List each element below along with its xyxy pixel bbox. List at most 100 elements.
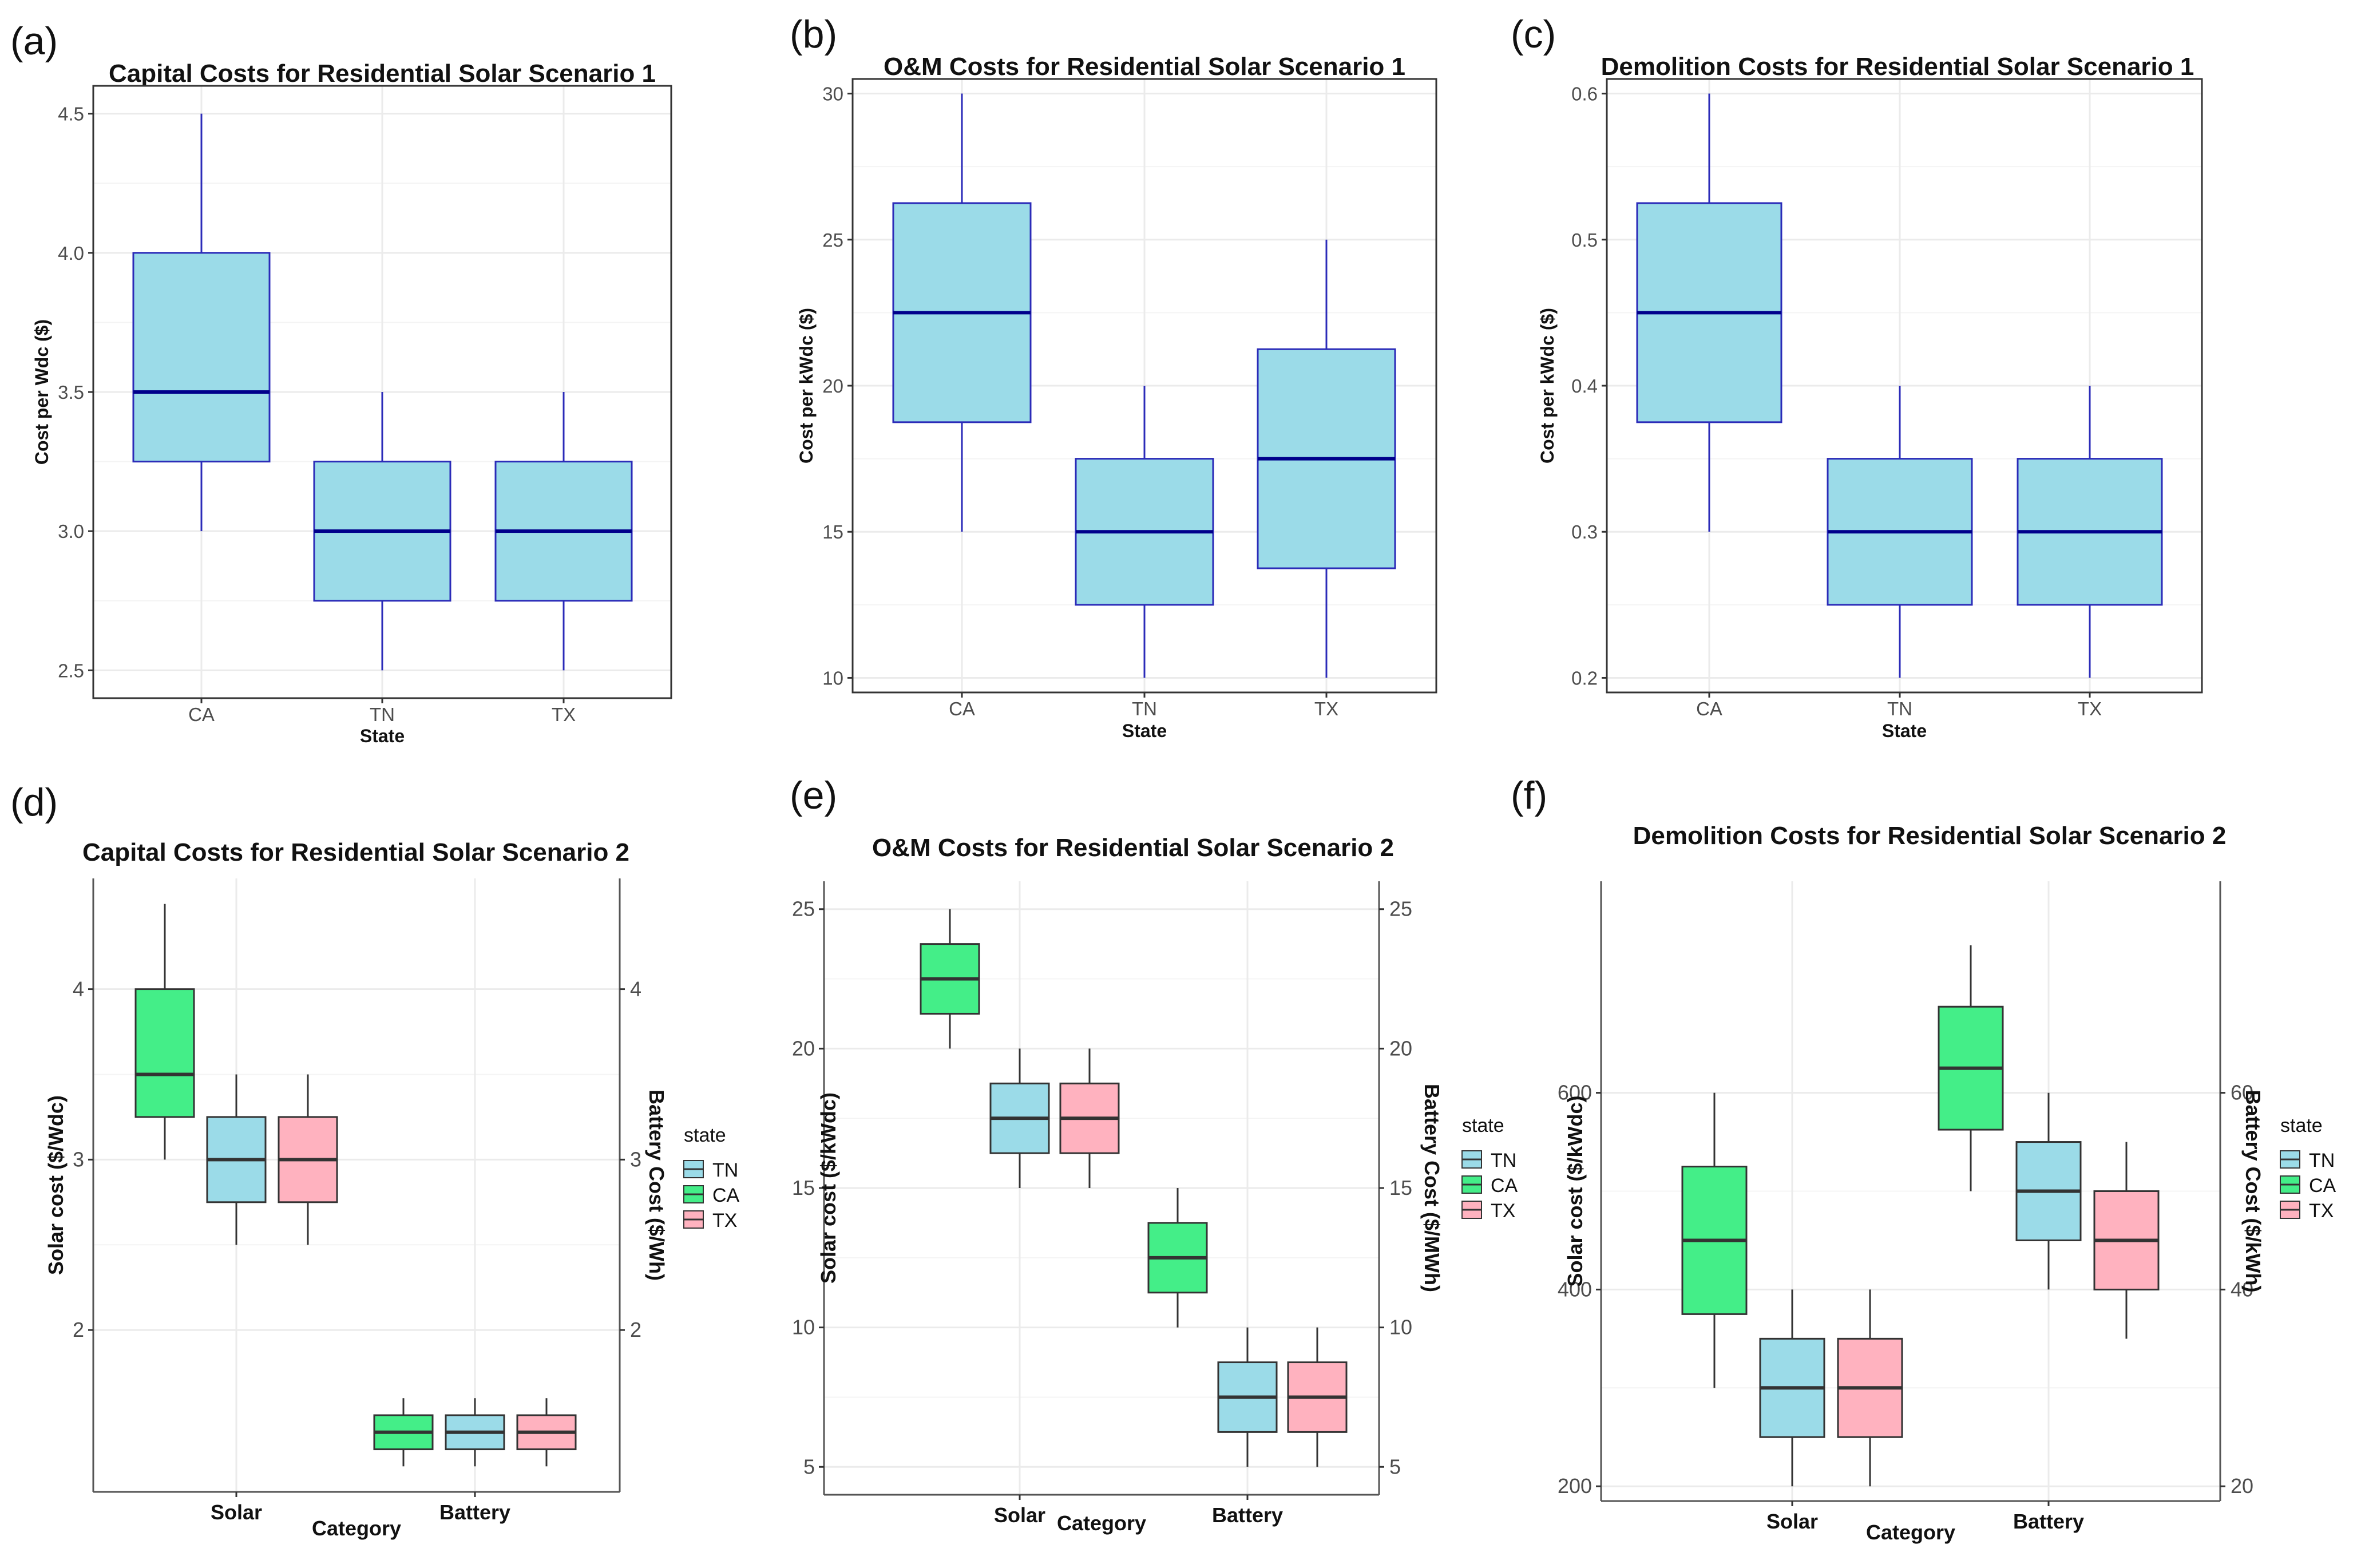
panel-label: (c) — [1511, 13, 1556, 56]
x-axis-label: State — [1882, 720, 1927, 741]
y-right-tick-label: 2 — [630, 1318, 641, 1341]
legend-label: TN — [712, 1159, 738, 1181]
panel-e: (e) O&M Costs for Residential Solar Scena… — [790, 774, 1518, 1535]
legend-item-tx: TX — [683, 1210, 737, 1232]
panel-f: (f) Demolition Costs for Residential Sola… — [1511, 774, 2336, 1544]
y-right-tick-label: 20 — [2231, 1474, 2253, 1498]
x-axis-label: State — [1122, 720, 1167, 741]
legend-label: CA — [1491, 1175, 1518, 1197]
y-tick-label: 400 — [1558, 1277, 1592, 1301]
y-tick-label: 200 — [1558, 1474, 1592, 1498]
y-tick-label: 0.5 — [1571, 229, 1598, 251]
legend-item-tx: TX — [1461, 1200, 1515, 1222]
y-tick-label: 10 — [792, 1316, 815, 1339]
y-right-tick-label: 3 — [630, 1147, 641, 1171]
legend-item-tn: TN — [1461, 1150, 1516, 1171]
y-tick-label: 4.5 — [58, 104, 84, 125]
y-tick-label: 20 — [792, 1036, 815, 1060]
panel-label: (f) — [1511, 774, 1547, 817]
x-tick-label: TN — [1132, 698, 1157, 719]
y-right-tick-label: 10 — [1389, 1316, 1412, 1339]
panel-b: (b) O&M Costs for Residential Solar Scena… — [790, 13, 1437, 741]
y-right-tick-label: 25 — [1389, 897, 1412, 921]
panel-a: (a) Capital Costs for Residential Solar S… — [10, 19, 672, 746]
legend-label: TX — [1491, 1200, 1515, 1222]
y-tick-label: 25 — [792, 897, 815, 921]
y-axis-label-right: Battery Cost ($/kWh) — [2241, 1090, 2265, 1292]
x-tick-label: TN — [370, 704, 395, 725]
x-tick-label: Solar — [1766, 1510, 1818, 1533]
legend: state TN CA TX — [683, 1124, 740, 1232]
legend-label: CA — [712, 1185, 740, 1206]
y-axis-label: Solar cost ($/Wdc) — [44, 1095, 68, 1275]
legend-item-tx: TX — [2280, 1200, 2334, 1222]
y-tick-label: 25 — [822, 229, 843, 251]
legend-label: TX — [712, 1210, 737, 1232]
x-axis-label: Category — [1866, 1521, 1955, 1544]
x-tick-label: Battery — [2013, 1510, 2084, 1533]
y-axis-label: Cost per kWdc ($) — [1537, 308, 1558, 464]
plot-background — [93, 878, 620, 1492]
y-tick-label: 600 — [1558, 1081, 1592, 1104]
y-axis-label: Solar cost ($/kWdc) — [817, 1092, 840, 1284]
x-tick-label: TN — [1887, 698, 1912, 719]
y-tick-label: 0.2 — [1571, 667, 1598, 688]
box-ca-solar-box — [134, 988, 195, 1118]
y-tick-label: 15 — [822, 521, 843, 543]
y-axis-label-right: Battery Cost ($/MWh) — [1420, 1084, 1444, 1292]
x-tick-label: CA — [949, 698, 975, 719]
y-right-tick-label: 15 — [1389, 1176, 1412, 1199]
legend: state TN CA TX — [2280, 1115, 2336, 1222]
y-tick-label: 20 — [822, 375, 843, 397]
y-axis-label: Cost per kWdc ($) — [796, 308, 817, 464]
y-right-tick-label: 20 — [1389, 1036, 1412, 1060]
x-tick-label: TX — [2078, 698, 2102, 719]
y-tick-label: 4 — [73, 977, 84, 1001]
y-tick-label: 0.6 — [1571, 84, 1598, 105]
chart-title: Demolition Costs for Residential Solar S… — [1601, 53, 2194, 81]
y-axis-label-right: Battery Cost ($/Wh) — [645, 1090, 668, 1281]
legend-label: TX — [2309, 1200, 2334, 1222]
x-tick-label: Solar — [994, 1503, 1045, 1527]
legend-item-tn: TN — [2280, 1150, 2335, 1171]
y-tick-label: 4.0 — [58, 243, 84, 264]
chart-title: O&M Costs for Residential Solar Scenario… — [872, 834, 1394, 862]
x-tick-label: Solar — [211, 1500, 262, 1524]
y-right-tick-label: 60 — [2231, 1081, 2253, 1104]
y-tick-label: 10 — [822, 667, 843, 688]
legend-label: CA — [2309, 1175, 2336, 1197]
panel-label: (e) — [790, 774, 837, 817]
y-tick-label: 2 — [73, 1318, 84, 1341]
chart-title: Demolition Costs for Residential Solar S… — [1633, 822, 2227, 850]
y-tick-label: 3.0 — [58, 521, 84, 542]
x-axis-label: Category — [312, 1516, 401, 1540]
y-right-tick-label: 5 — [1389, 1455, 1401, 1478]
legend-item-ca: CA — [2280, 1175, 2336, 1197]
y-right-tick-label: 4 — [630, 977, 641, 1001]
y-tick-label: 3.5 — [58, 382, 84, 403]
legend-label: TN — [1491, 1150, 1516, 1171]
y-tick-label: 3 — [73, 1147, 84, 1171]
y-right-tick-label: 40 — [2231, 1277, 2253, 1301]
box-ca-box — [132, 252, 271, 463]
y-tick-label: 30 — [822, 84, 843, 105]
y-tick-label: 0.4 — [1571, 375, 1598, 397]
y-tick-label: 5 — [803, 1455, 815, 1478]
x-tick-label: CA — [188, 704, 215, 725]
panel-d: (d) Capital Costs for Residential Solar S… — [10, 781, 740, 1540]
panel-label: (d) — [10, 781, 58, 824]
x-tick-label: TX — [1314, 698, 1338, 719]
legend-title: state — [1462, 1115, 1504, 1137]
chart-title: Capital Costs for Residential Solar Scen… — [82, 838, 629, 866]
chart-title: Capital Costs for Residential Solar Scen… — [109, 60, 656, 88]
y-tick-label: 15 — [792, 1176, 815, 1199]
panel-label: (b) — [790, 13, 837, 56]
legend-title: state — [2280, 1115, 2323, 1137]
y-axis-label: Cost per Wdc ($) — [31, 319, 52, 465]
panel-c: (c) Demolition Costs for Residential Sola… — [1511, 13, 2203, 741]
legend-item-tn: TN — [683, 1159, 738, 1181]
x-tick-label: TX — [552, 704, 576, 725]
chart-title: O&M Costs for Residential Solar Scenario… — [884, 53, 1405, 81]
panel-label: (a) — [10, 19, 58, 63]
legend-title: state — [684, 1124, 726, 1146]
